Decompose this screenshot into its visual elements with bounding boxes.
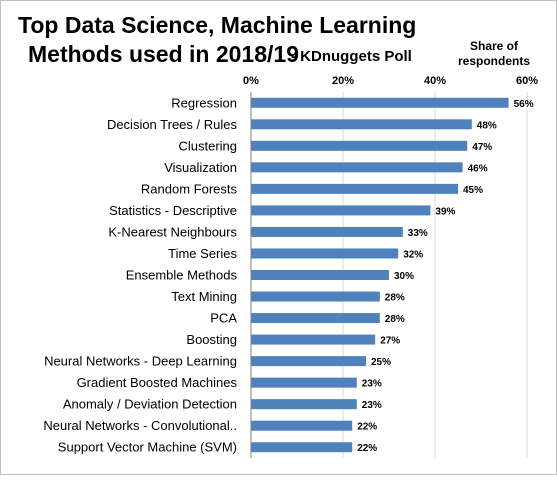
bar — [251, 119, 472, 130]
value-label: 39% — [435, 206, 455, 217]
value-label: 46% — [468, 163, 488, 174]
category-label: PCA — [210, 311, 237, 326]
bar — [251, 420, 353, 431]
value-label: 22% — [357, 422, 377, 433]
category-label: Random Forests — [141, 181, 238, 196]
bar — [251, 270, 389, 280]
category-label: Decision Trees / Rules — [107, 117, 238, 132]
category-label: Clustering — [178, 138, 237, 153]
value-label: 28% — [385, 293, 405, 304]
category-label: Neural Networks - Deep Learning — [44, 354, 237, 369]
category-label: Time Series — [168, 246, 237, 261]
bar — [251, 291, 380, 302]
category-label: Ensemble Methods — [126, 268, 238, 283]
bars — [251, 97, 509, 453]
bar — [251, 140, 468, 151]
bar — [251, 162, 463, 173]
axis-label-line2: respondents — [458, 54, 530, 68]
chart-title-line2: Methods used in 2018/19 — [28, 41, 299, 67]
value-label: 56% — [514, 99, 534, 110]
value-label: 25% — [371, 357, 391, 368]
chart-title-line1: Top Data Science, Machine Learning — [18, 12, 416, 38]
value-label: 47% — [472, 142, 492, 153]
bar — [251, 183, 458, 194]
value-label: 22% — [357, 443, 377, 454]
value-label: 23% — [362, 400, 382, 411]
bar — [251, 334, 376, 345]
bar — [251, 356, 366, 367]
value-label: 32% — [403, 249, 423, 260]
tick-label: 40% — [424, 75, 446, 87]
bar — [251, 313, 380, 324]
category-label: K-Nearest Neighbours — [108, 224, 237, 239]
category-label: Visualization — [164, 160, 237, 175]
axis-label-line1: Share of — [470, 39, 519, 53]
category-label: Gradient Boosted Machines — [77, 375, 238, 390]
value-label: 30% — [394, 271, 414, 282]
category-label: Anomaly / Deviation Detection — [63, 397, 237, 412]
value-label: 33% — [408, 228, 428, 239]
bar — [251, 226, 403, 237]
value-label: 28% — [385, 314, 405, 325]
tick-label: 0% — [243, 75, 259, 87]
category-label: Neural Networks - Convolutional.. — [43, 418, 237, 433]
category-label: Support Vector Machine (SVM) — [58, 440, 237, 455]
tick-label: 60% — [516, 75, 538, 87]
chart-subtitle: - KDnuggets Poll — [291, 48, 412, 65]
category-label: Text Mining — [171, 289, 237, 304]
x-axis-ticks: 0% 20% 40% 60% — [243, 75, 538, 87]
category-label: Regression — [171, 95, 237, 110]
tick-label: 20% — [332, 75, 354, 87]
bar — [251, 399, 357, 410]
category-label: Boosting — [186, 332, 237, 347]
value-label: 45% — [463, 185, 483, 196]
value-label: 23% — [362, 379, 382, 390]
bar — [251, 97, 509, 108]
value-label: 48% — [477, 120, 497, 131]
category-label: Statistics - Descriptive — [109, 203, 237, 218]
category-labels: Regression Decision Trees / Rules Clusteri… — [43, 95, 237, 454]
bar — [251, 377, 357, 388]
value-label: 27% — [380, 336, 400, 347]
bar — [251, 442, 353, 453]
bar — [251, 205, 431, 216]
value-labels: 56% 48% 47% 46% 45% 39% 33% 32% 30% 28% 28% 27% 25% 2… — [357, 99, 534, 454]
bar — [251, 248, 399, 259]
